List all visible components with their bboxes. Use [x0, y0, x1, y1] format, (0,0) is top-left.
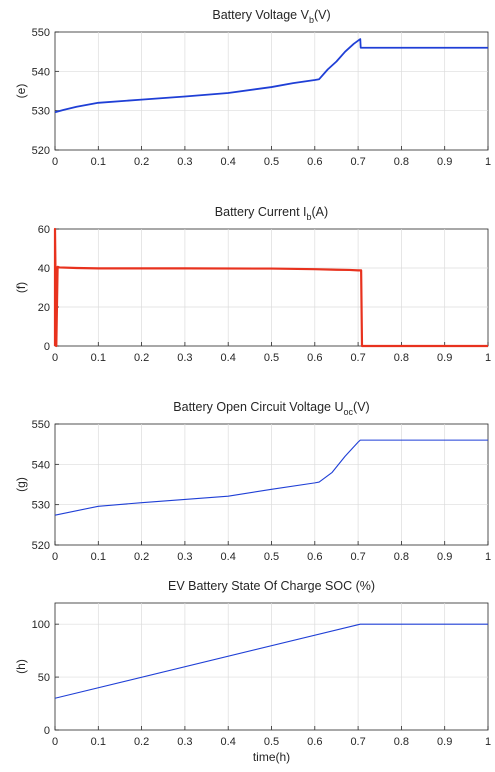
title-tail: (V): [353, 400, 370, 414]
x-tick-label: 0.5: [264, 736, 279, 748]
title-tail: (A): [312, 205, 329, 219]
x-tick-label: 0.5: [264, 551, 279, 563]
y-tick-label: 0: [44, 341, 50, 353]
x-tick-label: 0.4: [221, 352, 236, 364]
x-tick-label: 0.1: [91, 352, 106, 364]
x-tick-label: 1: [485, 156, 491, 168]
x-tick-label: 0.2: [134, 352, 149, 364]
x-tick-label: 0: [52, 352, 58, 364]
x-tick-label: 0.5: [264, 156, 279, 168]
title-main: Battery Voltage V: [212, 8, 309, 22]
series-line: [53, 227, 488, 348]
x-tick-label: 0.9: [437, 736, 452, 748]
title-subscript: b: [307, 212, 312, 222]
y-tick-label: 550: [32, 419, 50, 431]
x-tick-label: 0.1: [91, 156, 106, 168]
x-tick-label: 0.9: [437, 352, 452, 364]
series-line: [54, 623, 488, 699]
x-tick-label: 0.8: [394, 551, 409, 563]
x-tick-label: 0.9: [437, 551, 452, 563]
title-main: Battery Open Circuit Voltage U: [173, 400, 343, 414]
y-tick-label: 540: [32, 66, 50, 78]
x-tick-label: 0.8: [394, 352, 409, 364]
y-tick-label: 520: [32, 145, 50, 157]
x-tick-label: 0.6: [307, 551, 322, 563]
title-tail: (V): [314, 8, 331, 22]
y-tick-label: 530: [32, 106, 50, 118]
x-tick-label: 0.5: [264, 352, 279, 364]
x-tick-label: 1: [485, 736, 491, 748]
y-tick-label: 100: [32, 619, 50, 631]
chart-panel-2: 0 0.1 0.2 0.3 0.4 0.5 0.6 0.7 0.8 0.9 1 0 20 40 60 Batt…: [14, 205, 491, 364]
x-tick-label: 0: [52, 551, 58, 563]
x-tick-label: 0.3: [177, 736, 192, 748]
x-tick-label: 0.7: [350, 551, 365, 563]
x-tick-label: 0.7: [350, 736, 365, 748]
x-tick-label: 0.3: [177, 352, 192, 364]
x-tick-label: 0.1: [91, 551, 106, 563]
x-tick-label: 0.3: [177, 551, 192, 563]
chart-title: EV Battery State Of Charge SOC (%): [168, 579, 375, 593]
x-tick-label: 0: [52, 156, 58, 168]
y-tick-label: 20: [38, 302, 50, 314]
y-tick-label: 50: [38, 672, 50, 684]
y-axis-label: (f): [14, 282, 28, 293]
y-axis-label: (g): [14, 477, 28, 492]
x-tick-label: 0.4: [221, 551, 236, 563]
chart-panel-4: 0 0.1 0.2 0.3 0.4 0.5 0.6 0.7 0.8 0.9 1 0 50 100 EV Ba…: [14, 579, 491, 764]
chart-panel-1: 0 0.1 0.2 0.3 0.4 0.5 0.6 0.7 0.8 0.9 1 520 530 540 55…: [14, 8, 491, 168]
x-tick-label: 1: [485, 352, 491, 364]
title-main: Battery Current I: [215, 205, 307, 219]
y-axis-label: (e): [14, 84, 28, 99]
chart-title: Battery Voltage Vb(V): [212, 8, 330, 25]
title-subscript: oc: [344, 407, 354, 417]
x-tick-label: 0: [52, 736, 58, 748]
chart-title: Battery Current Ib(A): [215, 205, 328, 222]
y-tick-label: 40: [38, 263, 50, 275]
x-tick-label: 1: [485, 551, 491, 563]
x-tick-label: 0.6: [307, 156, 322, 168]
x-tick-label: 0.6: [307, 352, 322, 364]
y-tick-label: 0: [44, 725, 50, 737]
series-line: [54, 439, 488, 516]
x-tick-label: 0.1: [91, 736, 106, 748]
x-tick-label: 0.3: [177, 156, 192, 168]
y-tick-label: 550: [32, 27, 50, 39]
x-tick-label: 0.8: [394, 156, 409, 168]
series-line: [54, 38, 488, 114]
x-tick-label: 0.8: [394, 736, 409, 748]
y-tick-label: 530: [32, 500, 50, 512]
y-axis-label: (h): [14, 659, 28, 674]
chart-panel-3: 0 0.1 0.2 0.3 0.4 0.5 0.6 0.7 0.8 0.9 1 520 530 540 55…: [14, 400, 491, 563]
x-tick-label: 0.2: [134, 551, 149, 563]
x-tick-label: 0.7: [350, 352, 365, 364]
title-main: EV Battery State Of Charge SOC (%): [168, 579, 375, 593]
x-tick-label: 0.6: [307, 736, 322, 748]
x-tick-label: 0.4: [221, 736, 236, 748]
y-tick-label: 520: [32, 540, 50, 552]
y-tick-label: 60: [38, 224, 50, 236]
x-tick-label: 0.4: [221, 156, 236, 168]
chart-title: Battery Open Circuit Voltage Uoc(V): [173, 400, 369, 417]
x-axis-label: time(h): [253, 750, 290, 764]
x-tick-label: 0.2: [134, 156, 149, 168]
y-tick-label: 540: [32, 459, 50, 471]
x-tick-label: 0.9: [437, 156, 452, 168]
x-tick-label: 0.2: [134, 736, 149, 748]
x-tick-label: 0.7: [350, 156, 365, 168]
title-subscript: b: [309, 15, 314, 25]
